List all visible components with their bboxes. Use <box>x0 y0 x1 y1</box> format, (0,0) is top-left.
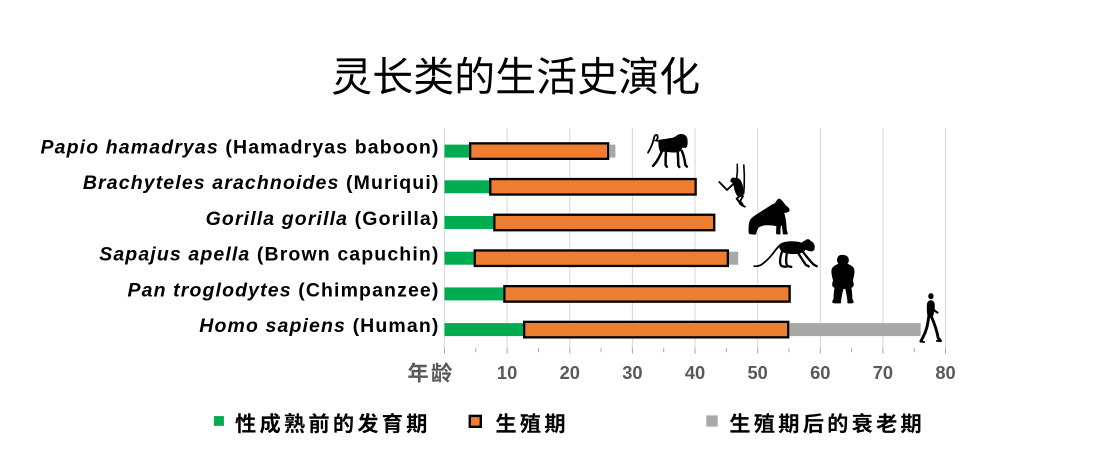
svg-text:Sapajus apella (Brown capuchin: Sapajus apella (Brown capuchin) <box>99 244 439 266</box>
svg-text:Pan troglodytes (Chimpanzee): Pan troglodytes (Chimpanzee) <box>128 279 440 301</box>
svg-text:80: 80 <box>935 362 955 383</box>
svg-text:Gorilla gorilla (Gorilla): Gorilla gorilla (Gorilla) <box>206 208 440 230</box>
svg-text:50: 50 <box>748 362 768 383</box>
svg-text:Brachyteles arachnoides (Muriq: Brachyteles arachnoides (Muriqui) <box>83 172 440 194</box>
svg-text:30: 30 <box>622 362 642 383</box>
svg-text:60: 60 <box>810 362 830 383</box>
svg-text:40: 40 <box>685 362 705 383</box>
svg-text:10: 10 <box>497 362 517 383</box>
svg-text:70: 70 <box>873 362 893 383</box>
svg-text:Papio hamadryas (Hamadryas bab: Papio hamadryas (Hamadryas baboon) <box>41 137 440 159</box>
svg-text:20: 20 <box>560 362 580 383</box>
svg-text:Homo sapiens (Human): Homo sapiens (Human) <box>199 315 439 337</box>
